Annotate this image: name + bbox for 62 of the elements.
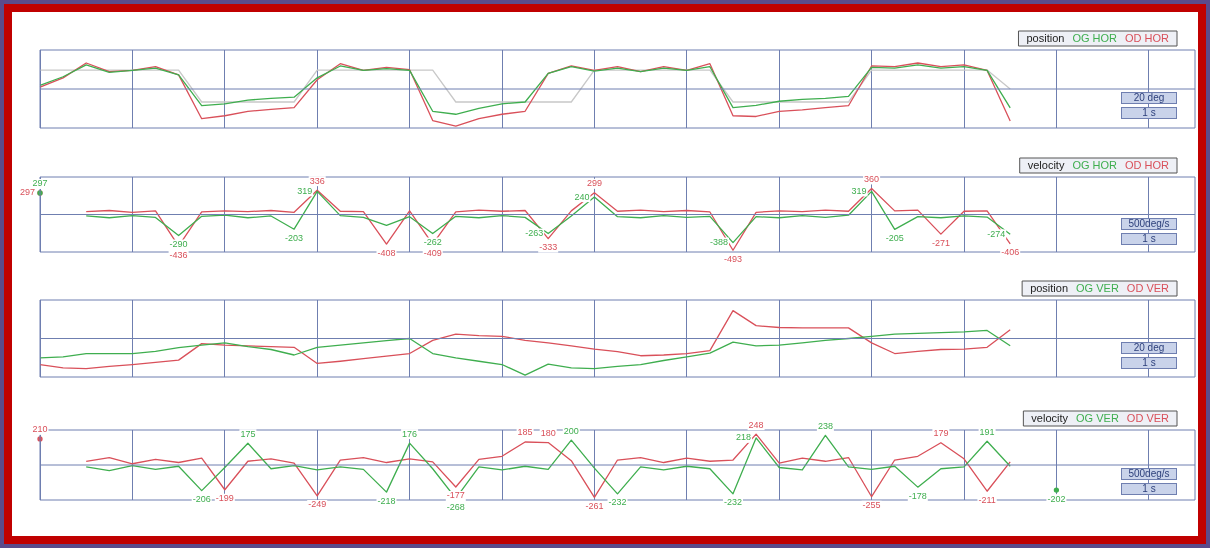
data-label: 299 (586, 178, 602, 189)
legend-title: velocity (1031, 412, 1069, 425)
data-label: -205 (885, 232, 904, 243)
data-label: -232 (608, 497, 627, 508)
scale-box: 1 s (1121, 107, 1177, 119)
text: OG VER (1076, 412, 1119, 425)
data-label: -263 (525, 228, 544, 239)
data-label: -255 (862, 500, 881, 511)
legend-title: velocity (1027, 159, 1065, 172)
text: OD VER (1126, 282, 1170, 295)
text: OD HOR (1125, 159, 1170, 172)
data-label: -268 (446, 501, 465, 512)
data-label: 200 (563, 425, 579, 436)
data-label: 180 (540, 428, 556, 439)
data-label: -206 (192, 494, 211, 505)
data-label: -203 (285, 232, 304, 243)
data-label: -218 (377, 495, 396, 506)
data-label: 319 (297, 185, 313, 196)
data-label: -199 (215, 493, 234, 504)
data-label: 238 (817, 420, 833, 431)
data-label: -406 (1001, 247, 1020, 258)
data-label: -409 (423, 247, 442, 258)
data-label: -232 (723, 497, 743, 508)
data-label: 336 (309, 175, 325, 186)
data-label: -202 (1047, 493, 1066, 504)
data-label: 240 (574, 191, 590, 202)
scale-box: 1 s (1121, 483, 1177, 495)
text: OD VER (1126, 412, 1170, 425)
data-label: -178 (908, 490, 927, 501)
data-label: -493 (723, 253, 743, 264)
data-label: -333 (539, 242, 558, 253)
data-label: -177 (446, 490, 465, 501)
data-label: 191 (979, 426, 995, 437)
data-label: 218 (736, 432, 752, 443)
data-label: 297 (32, 178, 48, 189)
data-label: -290 (169, 238, 188, 249)
data-label: 297 (19, 187, 36, 198)
data-label: -261 (585, 500, 604, 511)
data-label: 175 (240, 428, 256, 439)
data-label: 185 (517, 427, 533, 438)
data-label: 360 (864, 173, 880, 184)
scale-box: 500deg/s (1121, 468, 1177, 480)
data-label: 179 (933, 428, 949, 439)
legend-title: position (1030, 282, 1069, 295)
text: OG VER (1076, 282, 1119, 295)
data-label: 176 (402, 428, 418, 439)
data-label: -262 (423, 236, 442, 247)
text: OG HOR (1072, 159, 1118, 172)
data-label: 248 (748, 419, 764, 430)
text: OD HOR (1125, 32, 1170, 45)
data-label: -388 (709, 237, 728, 248)
data-label: 210 (32, 424, 48, 435)
data-label: -249 (308, 499, 327, 510)
data-label: -408 (377, 247, 396, 258)
scale-box: 20 deg (1121, 92, 1177, 104)
data-label: -436 (169, 249, 188, 260)
data-label: -211 (978, 494, 996, 505)
data-label: -271 (931, 237, 950, 248)
data-label: 319 (851, 185, 867, 196)
data-label: -274 (987, 228, 1006, 239)
text: OG HOR (1072, 32, 1118, 45)
legend-title: position (1026, 32, 1065, 45)
